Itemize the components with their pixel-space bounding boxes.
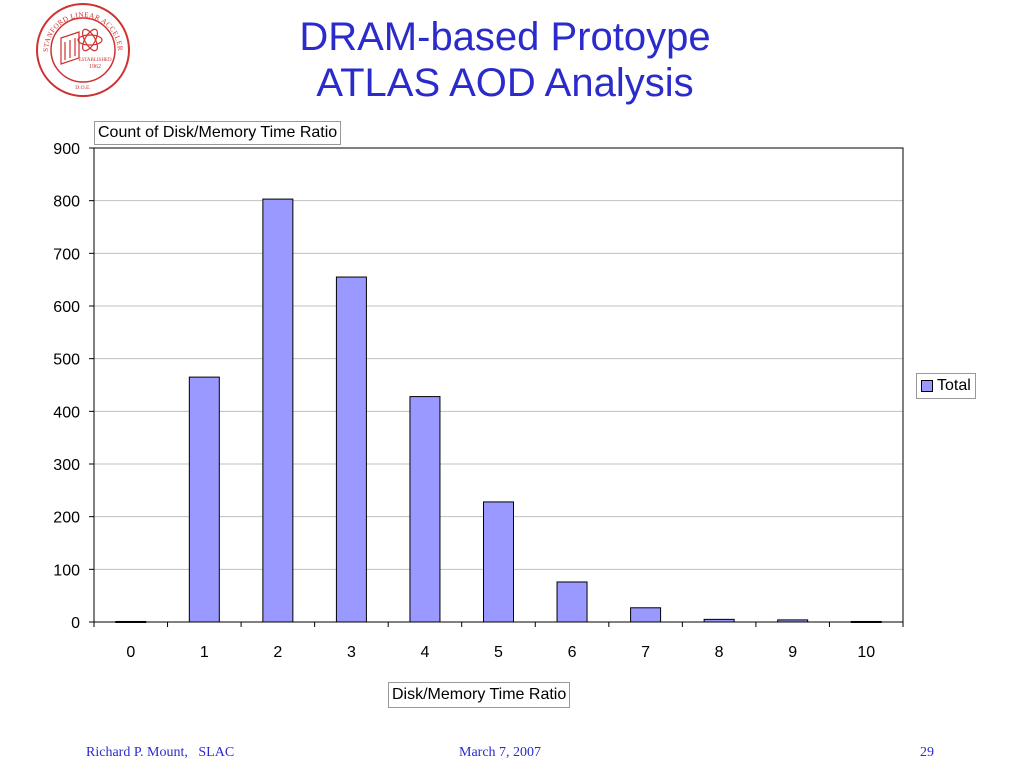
bar	[188, 376, 220, 623]
y-tick-label: 600	[53, 299, 80, 316]
footer-author: Richard P. Mount, SLAC	[86, 745, 235, 760]
y-tick-label: 0	[71, 615, 80, 632]
x-tick-label: 8	[715, 644, 724, 661]
bar	[483, 501, 514, 623]
seal-doe: D.O.E.	[75, 85, 91, 91]
slide-title-line1: DRAM-based Protoype	[299, 15, 711, 59]
y-tick-label: 900	[53, 141, 80, 158]
legend-label: Total	[937, 377, 971, 394]
bar	[777, 619, 809, 623]
chart-legend: Total	[916, 373, 976, 399]
x-tick-label: 5	[494, 644, 503, 661]
y-tick-label: 700	[53, 246, 80, 263]
bar	[630, 607, 662, 623]
x-axis-title: Disk/Memory Time Ratio	[388, 682, 571, 708]
slide-title-line2: ATLAS AOD Analysis	[316, 61, 694, 105]
bar	[262, 198, 294, 623]
bar	[556, 581, 588, 623]
y-tick-label: 200	[53, 510, 80, 527]
y-tick-label: 500	[53, 352, 80, 369]
y-tick-label: 400	[53, 404, 80, 421]
x-tick-label: 7	[641, 644, 650, 661]
legend-swatch	[921, 380, 933, 392]
x-tick-label: 2	[273, 644, 282, 661]
x-tick-label: 10	[857, 644, 875, 661]
footer-page-number: 29	[920, 745, 934, 760]
x-tick-label: 4	[421, 644, 430, 661]
bar	[409, 396, 441, 623]
x-tick-label: 9	[788, 644, 797, 661]
x-tick-label: 0	[126, 644, 135, 661]
seal-year: 1962	[89, 64, 101, 70]
footer-date: March 7, 2007	[459, 745, 542, 760]
seal-established: ESTABLISHED	[78, 58, 112, 63]
bar	[335, 276, 367, 623]
y-tick-label: 300	[53, 457, 80, 474]
slac-seal-icon: STANFORD LINEAR ACCELERATOR CENTER ESTAB…	[35, 2, 130, 97]
bar	[115, 620, 147, 623]
x-tick-label: 1	[200, 644, 209, 661]
y-tick-label: 800	[53, 194, 80, 211]
x-tick-label: 6	[568, 644, 577, 661]
y-tick-label: 100	[53, 562, 80, 579]
chart-field-label: Count of Disk/Memory Time Ratio	[94, 121, 342, 145]
slide-title: DRAM-based Protoype ATLAS AOD Analysis	[180, 14, 830, 106]
x-tick-label: 3	[347, 644, 356, 661]
bar	[850, 620, 882, 623]
bar	[703, 618, 735, 623]
